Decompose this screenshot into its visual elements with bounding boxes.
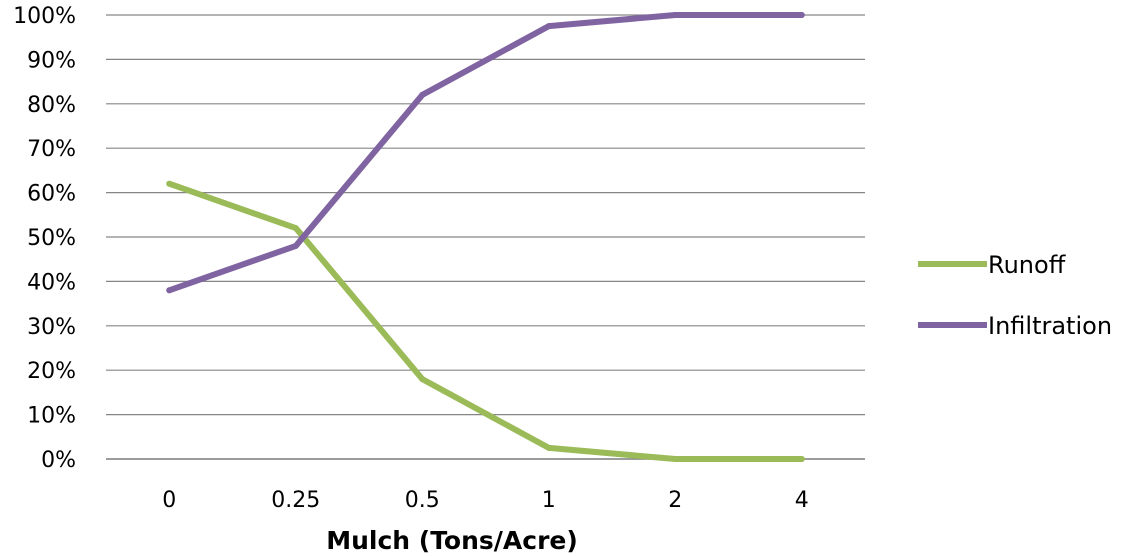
- data-point-runoff: [292, 225, 299, 232]
- x-axis-ticks: 0 0.25 0.5 1 2 4: [162, 488, 809, 513]
- y-tick-label: 100%: [13, 4, 76, 29]
- series-line-runoff: [166, 180, 805, 462]
- y-tick-label: 30%: [27, 315, 76, 340]
- series-lines: [166, 12, 805, 462]
- data-point-infiltration: [798, 12, 805, 18]
- y-tick-label: 70%: [27, 137, 76, 162]
- gridlines: [106, 14, 865, 460]
- series-line-infiltration: [166, 12, 805, 294]
- x-tick-label: 0.5: [405, 488, 440, 513]
- data-point-runoff: [798, 456, 805, 462]
- data-point-infiltration: [166, 287, 173, 294]
- y-tick-label: 20%: [27, 359, 76, 384]
- legend-label-runoff: Runoff: [988, 251, 1066, 279]
- x-tick-label: 0.25: [271, 488, 320, 513]
- data-point-runoff: [545, 444, 552, 451]
- x-tick-label: 4: [795, 488, 809, 513]
- y-axis-ticks: 0% 10% 20% 30% 40% 50% 60% 70% 80% 90% 100%: [13, 4, 76, 473]
- x-tick-label: 2: [668, 488, 682, 513]
- data-point-infiltration: [672, 12, 679, 18]
- y-tick-label: 50%: [27, 226, 76, 251]
- y-tick-label: 60%: [27, 182, 76, 207]
- x-tick-label: 1: [542, 488, 556, 513]
- legend-label-infiltration: Infiltration: [988, 312, 1112, 340]
- data-point-infiltration: [545, 23, 552, 30]
- x-axis-title: Mulch (Tons/Acre): [326, 526, 578, 555]
- y-tick-label: 10%: [27, 404, 76, 429]
- x-tick-label: 0: [162, 488, 176, 513]
- data-point-runoff: [419, 376, 426, 383]
- legend: Runoff Infiltration: [918, 251, 1112, 340]
- y-tick-label: 80%: [27, 93, 76, 118]
- data-point-runoff: [672, 456, 679, 462]
- y-tick-label: 0%: [41, 448, 76, 473]
- data-point-runoff: [166, 180, 173, 187]
- y-tick-label: 40%: [27, 270, 76, 295]
- data-point-infiltration: [419, 91, 426, 98]
- data-point-infiltration: [292, 242, 299, 249]
- y-tick-label: 90%: [27, 48, 76, 73]
